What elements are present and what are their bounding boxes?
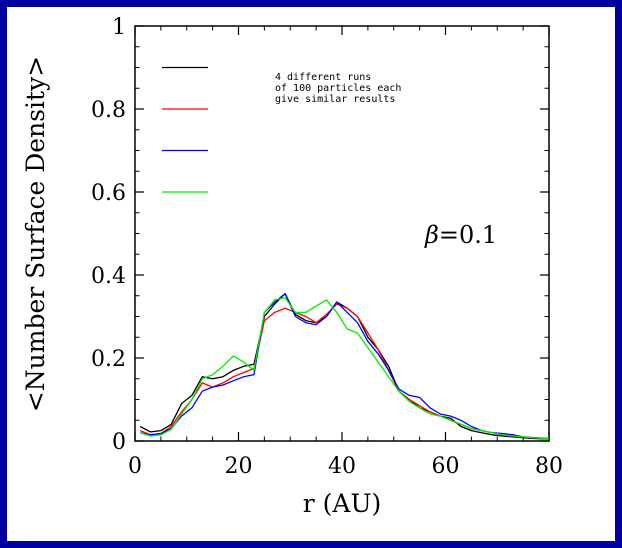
series-line-4 [140, 297, 549, 440]
line-chart: 0 20 40 60 80 0 0.2 0.4 0.6 0.8 1 4 different runs… [21, 15, 563, 518]
legend [162, 66, 208, 193]
x-tick-label: 0 [128, 454, 142, 479]
x-tick-label: 80 [535, 454, 563, 479]
legend-note-line-2: of 100 particles each [275, 83, 401, 94]
beta-symbol: β [424, 221, 439, 249]
legend-note-line-3: give similar results [275, 94, 395, 105]
y-tick-label: 0 [112, 430, 126, 455]
x-tick-label: 20 [225, 454, 253, 479]
y-tick-label: 0.6 [91, 181, 126, 206]
y-tick-label: 1 [112, 15, 126, 40]
y-tick-label: 0.2 [91, 347, 126, 372]
series-line-1 [139, 293, 549, 440]
legend-note: 4 different runs of 100 particles each g… [275, 72, 401, 105]
y-tick-label: 0.4 [91, 264, 126, 289]
beta-value: =0.1 [439, 221, 497, 249]
y-axis-title: <Number Surface Density> [21, 56, 50, 412]
x-tick-label: 60 [432, 454, 460, 479]
axis-ticks: 0 20 40 60 80 0 0.2 0.4 0.6 0.8 1 [91, 15, 563, 479]
figure-frame: 0 20 40 60 80 0 0.2 0.4 0.6 0.8 1 4 different runs… [7, 7, 615, 541]
x-axis-title: r (AU) [303, 489, 382, 518]
beta-annotation: β=0.1 [424, 221, 497, 249]
series-lines [139, 293, 549, 440]
x-tick-label: 40 [328, 454, 356, 479]
legend-note-line-1: 4 different runs [275, 72, 371, 83]
series-line-3 [140, 293, 549, 440]
y-tick-label: 0.8 [91, 98, 126, 123]
